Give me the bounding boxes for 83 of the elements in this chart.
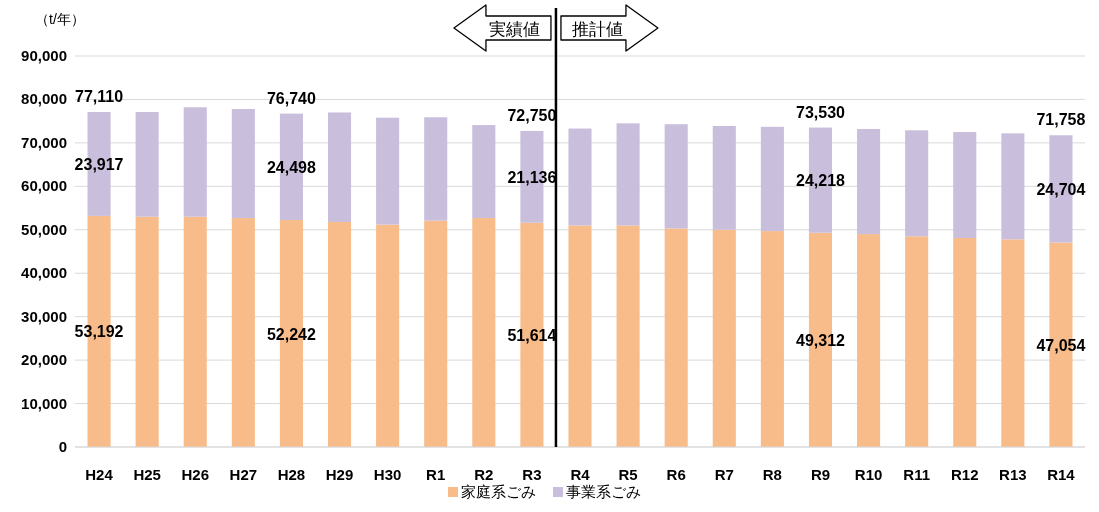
x-tick-label: R2	[474, 466, 494, 483]
data-label: 24,218	[796, 172, 846, 190]
bar	[953, 132, 977, 239]
y-tick-label: 80,000	[21, 90, 67, 108]
data-label: 24,704	[1036, 180, 1086, 198]
y-tick-label: 20,000	[21, 351, 67, 369]
legend-item: 事業系ごみ	[553, 483, 641, 500]
bar	[424, 117, 448, 221]
y-tick-label: 90,000	[21, 47, 67, 64]
x-tick-label: R13	[999, 466, 1027, 483]
total-label: 73,530	[796, 103, 846, 121]
x-tick-label: R10	[854, 466, 883, 483]
bar	[760, 231, 784, 447]
text: 実績値	[488, 20, 540, 39]
bar	[183, 216, 207, 447]
bar	[183, 107, 207, 217]
x-tick-label: R5	[618, 466, 638, 483]
x-tick-label: H26	[181, 466, 209, 483]
bar	[135, 112, 159, 217]
bar	[327, 112, 352, 222]
bar	[424, 220, 448, 447]
data-label: 52,242	[266, 325, 316, 343]
total-label: 71,758	[1036, 111, 1086, 129]
bar	[472, 218, 496, 447]
y-tick-label: 70,000	[21, 133, 67, 151]
x-tick-label: H24	[85, 466, 114, 483]
bar	[568, 225, 592, 447]
total-label: 77,110	[75, 88, 124, 105]
data-label: 51,614	[507, 326, 557, 344]
x-tick-label: R12	[951, 466, 979, 483]
y-tick-label: 40,000	[21, 264, 67, 282]
bar	[664, 228, 688, 447]
bar	[616, 225, 640, 447]
y-tick-label: 60,000	[21, 177, 67, 195]
y-tick-label: 0	[58, 438, 67, 455]
bar	[760, 126, 784, 232]
x-tick-label: R7	[714, 466, 734, 483]
x-tick-label: H28	[277, 466, 306, 483]
bar	[616, 123, 640, 226]
bar	[568, 128, 592, 226]
x-tick-label: H25	[133, 466, 161, 483]
bar	[376, 117, 400, 225]
x-tick-label: R8	[762, 466, 782, 483]
bar	[231, 109, 255, 219]
bar	[712, 125, 736, 230]
bar	[376, 224, 400, 447]
data-label: 23,917	[74, 155, 124, 173]
bar	[472, 125, 496, 219]
x-tick-label: R14	[1047, 466, 1076, 483]
y-axis-title: （t/年）	[35, 11, 85, 27]
bar	[664, 124, 688, 229]
legend-item: 家庭系ごみ	[448, 483, 536, 500]
x-tick-label: R3	[522, 466, 542, 483]
text: 推計値	[571, 20, 623, 39]
total-label: 72,750	[507, 106, 557, 124]
bar	[905, 130, 929, 237]
x-tick-label: H30	[373, 466, 402, 483]
x-tick-label: R4	[570, 466, 591, 483]
y-tick-label: 30,000	[21, 307, 67, 325]
data-label: 53,192	[74, 323, 124, 341]
bar	[857, 128, 881, 235]
x-tick-label: H29	[325, 466, 354, 483]
data-label: 24,498	[266, 158, 316, 176]
bar	[135, 216, 159, 447]
x-tick-label: R11	[903, 466, 931, 483]
bar	[1001, 133, 1025, 240]
total-label: 76,740	[266, 89, 316, 107]
data-label: 49,312	[796, 331, 846, 349]
bar	[712, 229, 736, 447]
bar	[231, 218, 255, 447]
bar	[327, 221, 352, 447]
y-tick-label: 10,000	[21, 394, 67, 412]
bar	[857, 234, 881, 447]
x-tick-label: R6	[666, 466, 686, 483]
x-tick-label: R1	[426, 466, 446, 483]
y-tick-label: 50,000	[21, 220, 67, 238]
x-tick-label: R9	[810, 466, 831, 483]
bar	[1001, 239, 1025, 447]
bar	[905, 236, 929, 447]
bar	[953, 238, 977, 447]
data-label: 47,054	[1036, 336, 1086, 354]
x-tick-label: H27	[229, 466, 258, 483]
data-label: 21,136	[507, 168, 557, 186]
